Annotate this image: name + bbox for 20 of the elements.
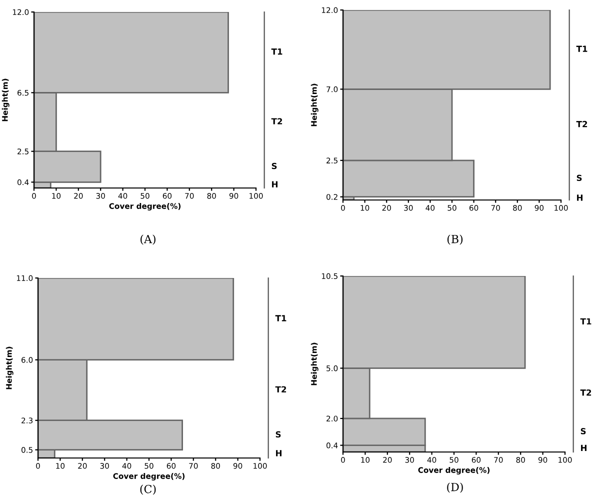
text: H: [577, 194, 582, 201]
text: S: [580, 428, 586, 434]
text: S: [272, 162, 277, 170]
text: T2: [580, 389, 592, 396]
text: T2: [271, 118, 282, 124]
text: T1: [271, 48, 282, 55]
text: T1: [576, 46, 588, 52]
text: (C): [140, 484, 156, 495]
text: (B): [447, 234, 463, 245]
text: T2: [576, 120, 588, 128]
text: H: [276, 450, 282, 456]
text: H: [272, 181, 278, 188]
text: (D): [447, 482, 463, 493]
text: S: [276, 431, 281, 438]
text: T1: [580, 318, 592, 324]
text: T2: [275, 386, 286, 392]
text: H: [581, 444, 586, 451]
text: (A): [140, 234, 156, 245]
text: S: [576, 174, 582, 182]
text: T1: [275, 315, 286, 322]
